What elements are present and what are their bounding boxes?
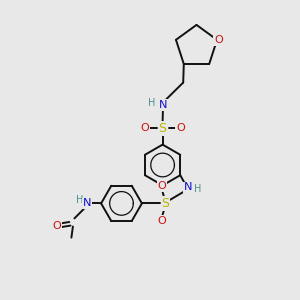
Text: S: S xyxy=(159,122,167,135)
Text: N: N xyxy=(184,182,193,193)
Text: O: O xyxy=(214,35,223,45)
Text: O: O xyxy=(140,123,149,134)
Text: O: O xyxy=(176,123,185,134)
Text: N: N xyxy=(159,100,167,110)
Text: O: O xyxy=(158,181,166,191)
Text: S: S xyxy=(162,197,170,210)
Text: O: O xyxy=(158,216,166,226)
Text: N: N xyxy=(83,198,91,208)
Text: O: O xyxy=(52,220,61,231)
Text: H: H xyxy=(194,184,202,194)
Text: H: H xyxy=(76,195,83,206)
Text: H: H xyxy=(148,98,156,108)
